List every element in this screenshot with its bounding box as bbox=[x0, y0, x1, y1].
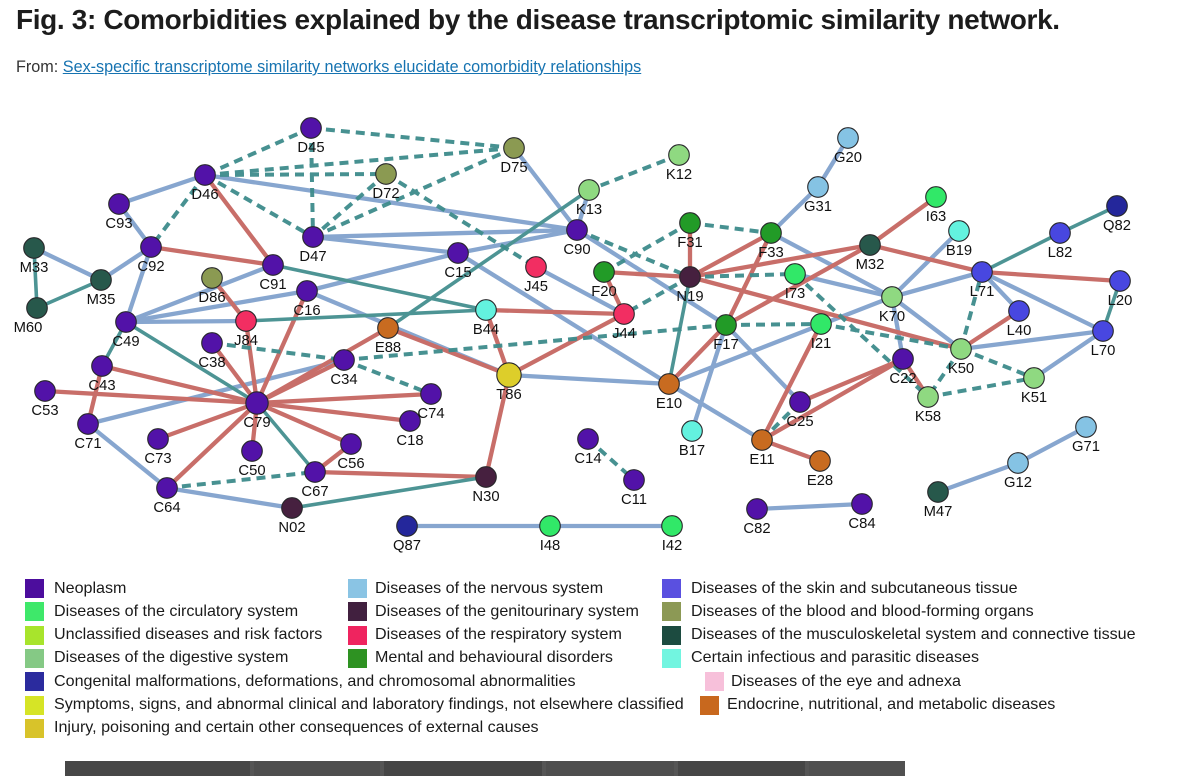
svg-text:L40: L40 bbox=[1007, 323, 1032, 339]
svg-text:C92: C92 bbox=[137, 259, 164, 275]
svg-text:C67: C67 bbox=[301, 484, 328, 500]
svg-text:G20: G20 bbox=[834, 150, 862, 166]
svg-text:E28: E28 bbox=[807, 473, 833, 489]
svg-text:J44: J44 bbox=[612, 326, 636, 342]
svg-text:C74: C74 bbox=[417, 406, 444, 422]
svg-text:G12: G12 bbox=[1004, 475, 1032, 491]
svg-text:C84: C84 bbox=[848, 516, 875, 532]
svg-text:K70: K70 bbox=[879, 309, 905, 325]
svg-text:I48: I48 bbox=[540, 538, 561, 554]
svg-text:L82: L82 bbox=[1048, 245, 1073, 261]
svg-text:L70: L70 bbox=[1091, 343, 1116, 359]
svg-text:J84: J84 bbox=[234, 333, 258, 349]
svg-text:F17: F17 bbox=[713, 337, 739, 353]
svg-text:C34: C34 bbox=[330, 372, 357, 388]
svg-text:G71: G71 bbox=[1072, 439, 1100, 455]
svg-text:C16: C16 bbox=[293, 303, 320, 319]
svg-text:C93: C93 bbox=[105, 216, 132, 232]
svg-text:C50: C50 bbox=[238, 463, 265, 479]
svg-text:J45: J45 bbox=[524, 279, 548, 295]
svg-text:N02: N02 bbox=[278, 520, 305, 536]
svg-text:T86: T86 bbox=[496, 387, 522, 403]
svg-text:C53: C53 bbox=[31, 403, 58, 419]
svg-text:C64: C64 bbox=[153, 500, 180, 516]
svg-text:F33: F33 bbox=[758, 245, 784, 261]
svg-text:E10: E10 bbox=[656, 396, 682, 412]
svg-text:M47: M47 bbox=[924, 504, 953, 520]
svg-text:D45: D45 bbox=[297, 140, 324, 156]
svg-text:K51: K51 bbox=[1021, 390, 1047, 406]
svg-text:I42: I42 bbox=[662, 538, 683, 554]
svg-text:M35: M35 bbox=[87, 292, 116, 308]
svg-text:B44: B44 bbox=[473, 322, 499, 338]
svg-text:I73: I73 bbox=[785, 286, 806, 302]
svg-text:Q82: Q82 bbox=[1103, 218, 1131, 234]
svg-text:M60: M60 bbox=[14, 320, 43, 336]
svg-text:B17: B17 bbox=[679, 443, 705, 459]
svg-text:F20: F20 bbox=[591, 284, 617, 300]
svg-text:K12: K12 bbox=[666, 167, 692, 183]
svg-text:B19: B19 bbox=[946, 243, 972, 259]
svg-text:C73: C73 bbox=[144, 451, 171, 467]
svg-text:D47: D47 bbox=[299, 249, 326, 265]
svg-text:E11: E11 bbox=[749, 452, 774, 468]
svg-text:L20: L20 bbox=[1108, 293, 1133, 309]
svg-text:M33: M33 bbox=[20, 260, 49, 276]
svg-text:K50: K50 bbox=[948, 361, 974, 377]
svg-text:E88: E88 bbox=[375, 340, 401, 356]
svg-text:I63: I63 bbox=[926, 209, 947, 225]
svg-text:C71: C71 bbox=[74, 436, 101, 452]
svg-text:C14: C14 bbox=[574, 451, 601, 467]
svg-text:L71: L71 bbox=[970, 284, 995, 300]
svg-text:C43: C43 bbox=[88, 378, 115, 394]
svg-text:D75: D75 bbox=[500, 160, 527, 176]
svg-text:D46: D46 bbox=[191, 187, 218, 203]
svg-text:D72: D72 bbox=[372, 186, 399, 202]
svg-text:C56: C56 bbox=[337, 456, 364, 472]
svg-text:C38: C38 bbox=[198, 355, 225, 371]
svg-text:M32: M32 bbox=[856, 257, 885, 273]
svg-text:C90: C90 bbox=[563, 242, 590, 258]
svg-text:G31: G31 bbox=[804, 199, 832, 215]
svg-text:F31: F31 bbox=[677, 235, 703, 251]
svg-text:N19: N19 bbox=[676, 289, 703, 305]
svg-text:D86: D86 bbox=[198, 290, 225, 306]
svg-text:N30: N30 bbox=[472, 489, 499, 505]
svg-text:C49: C49 bbox=[112, 334, 139, 350]
svg-text:C11: C11 bbox=[621, 492, 647, 508]
svg-text:K58: K58 bbox=[915, 409, 941, 425]
svg-text:Q87: Q87 bbox=[393, 538, 421, 554]
svg-text:C82: C82 bbox=[743, 521, 770, 537]
svg-text:K13: K13 bbox=[576, 202, 602, 218]
svg-text:C25: C25 bbox=[786, 414, 813, 430]
svg-text:C79: C79 bbox=[243, 415, 270, 431]
svg-text:C22: C22 bbox=[889, 371, 916, 387]
svg-text:I21: I21 bbox=[811, 336, 832, 352]
svg-text:C18: C18 bbox=[396, 433, 423, 449]
svg-text:C15: C15 bbox=[444, 265, 471, 281]
svg-text:C91: C91 bbox=[259, 277, 286, 293]
